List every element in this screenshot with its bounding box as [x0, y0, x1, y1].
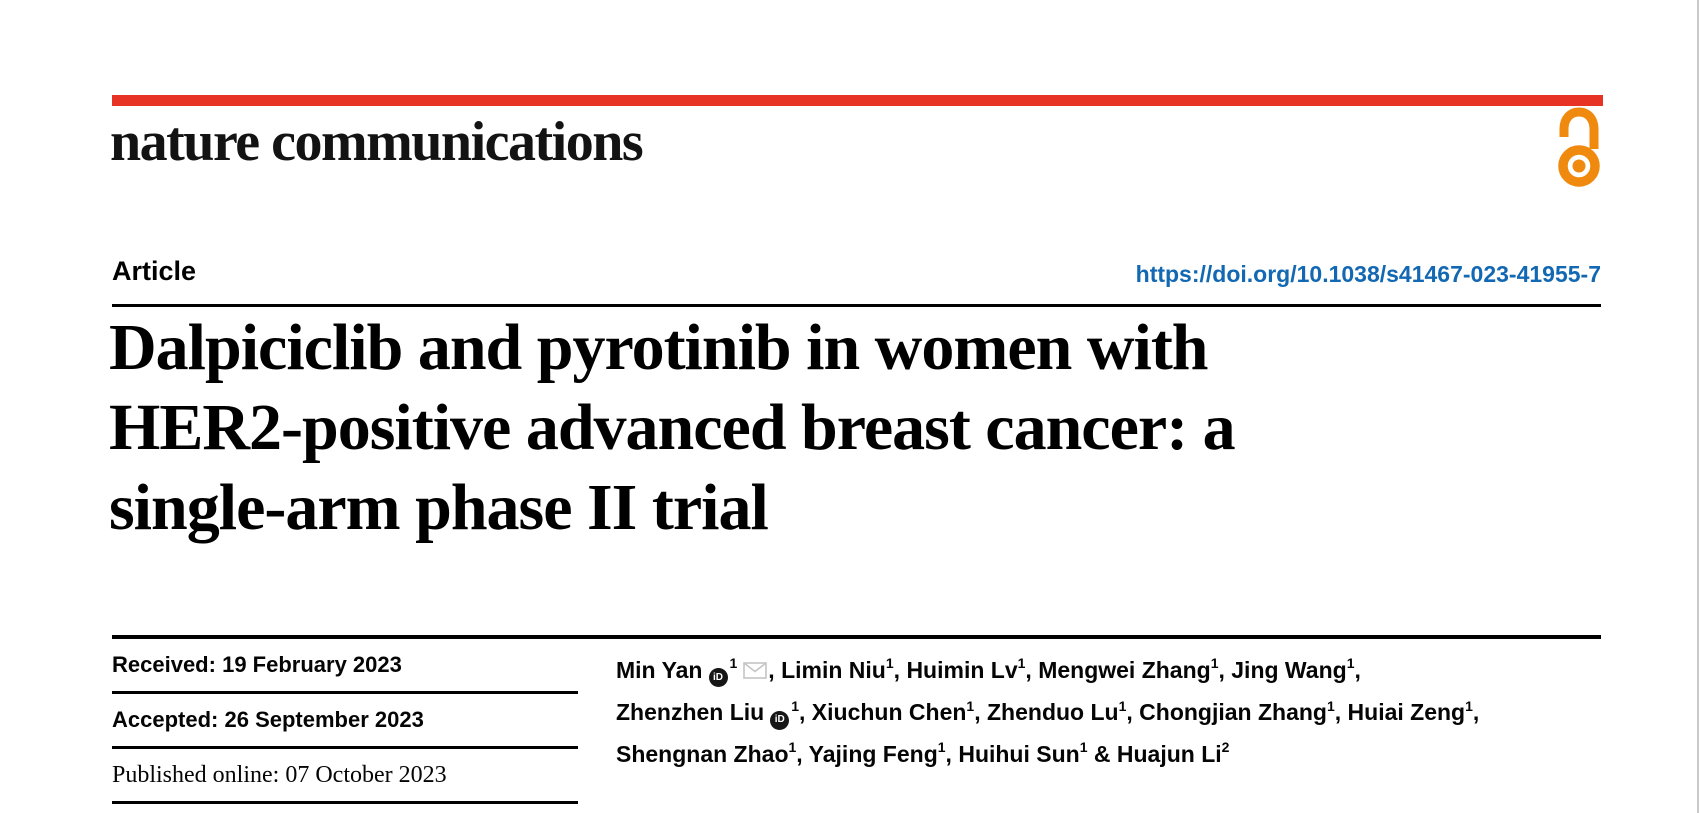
author-name: Zhenduo Lu — [987, 699, 1119, 726]
author-list: Min Yan iD1, Limin Niu1, Huimin Lv1, Meng… — [616, 646, 1636, 772]
author-name: Mengwei Zhang — [1038, 656, 1211, 683]
author-separator: , — [945, 740, 959, 767]
author-affiliation-sup: 1 — [1210, 655, 1219, 671]
author-separator: , — [974, 699, 987, 726]
author: Huihui Sun1 & — [958, 739, 1117, 767]
author-affiliation-sup: 1 — [885, 655, 894, 671]
published-date-row: Published online: 07 October 2023 — [112, 749, 578, 804]
author-name: Limin Niu — [781, 656, 886, 683]
author: Chongjian Zhang1, — [1139, 697, 1348, 726]
header-divider-rule — [112, 635, 1601, 639]
brand-red-bar — [112, 95, 1603, 106]
author-line-1: Min Yan iD1, Limin Niu1, Huimin Lv1, Meng… — [616, 646, 1636, 689]
author-name: Min Yan — [616, 656, 703, 683]
paper-title-line: single-arm phase II trial — [109, 471, 769, 544]
orcid-icon[interactable]: iD — [770, 710, 790, 730]
author-affiliation-sup: 1 — [966, 697, 975, 714]
author: Min Yan iD1, — [616, 655, 782, 688]
author-separator: , — [1334, 699, 1348, 726]
journal-logo: nature communications — [110, 111, 644, 173]
author-name: Chongjian Zhang — [1139, 699, 1327, 726]
author-name: Xiuchun Chen — [811, 699, 967, 726]
author-separator: , — [796, 740, 809, 767]
author-separator: , — [1126, 699, 1140, 726]
author-affiliation-sup: 1 — [1079, 739, 1088, 756]
author-separator: , — [893, 656, 907, 683]
paper-title: Dalpiciclib and pyrotinib in women with … — [109, 308, 1609, 548]
author-separator: , — [1354, 656, 1361, 683]
author: Zhenzhen Liu iD1, — [616, 697, 812, 730]
received-date-row: Received: 19 February 2023 — [112, 639, 578, 694]
author-affiliation-sup: 1 — [1346, 655, 1355, 671]
author-line-3: Shengnan Zhao1, Yajing Feng1, Huihui Sun… — [616, 730, 1636, 772]
author-name: Zhenzhen Liu — [616, 699, 765, 726]
article-divider-rule — [112, 304, 1601, 307]
author: Xiuchun Chen1, — [811, 697, 987, 726]
received-value: 19 February 2023 — [222, 652, 402, 677]
author-name: Huajun Li — [1116, 740, 1222, 767]
accepted-value: 26 September 2023 — [224, 707, 424, 732]
paper-title-line: HER2-positive advanced breast cancer: a — [109, 391, 1236, 464]
author: Mengwei Zhang1, — [1038, 655, 1232, 683]
author-separator: & — [1087, 740, 1117, 767]
author-name: Huihui Sun — [958, 740, 1080, 767]
author-affiliation-sup: 1 — [1017, 655, 1026, 671]
author: Limin Niu1, — [781, 655, 907, 683]
author-line-2: Zhenzhen Liu iD1, Xiuchun Chen1, Zhenduo … — [616, 689, 1636, 731]
author-affiliation-sup: 2 — [1221, 739, 1230, 756]
orcid-icon[interactable]: iD — [708, 668, 728, 688]
author-affiliation-sup: 1 — [788, 739, 797, 756]
published-value: 07 October 2023 — [285, 761, 447, 788]
doi-row: https://doi.org/10.1038/s41467-023-41955… — [112, 261, 1601, 288]
accepted-date-row: Accepted: 26 September 2023 — [112, 694, 578, 749]
author: Huiai Zeng1, — [1347, 697, 1480, 726]
author-separator: , — [799, 699, 812, 726]
published-label: Published online: — [112, 761, 280, 788]
author-separator: , — [1472, 699, 1480, 726]
author-name: Yajing Feng — [808, 740, 938, 767]
email-icon[interactable] — [743, 653, 768, 689]
author-separator: , — [768, 656, 782, 683]
dates-column: Received: 19 February 2023 Accepted: 26 … — [112, 639, 578, 804]
open-access-icon — [1554, 104, 1604, 193]
article-type-label: Article — [112, 256, 197, 286]
author: Yajing Feng1, — [808, 739, 959, 767]
author-separator: , — [1025, 656, 1039, 683]
doi-link[interactable]: https://doi.org/10.1038/s41467-023-41955… — [1135, 261, 1601, 287]
author: Shengnan Zhao1, — [616, 739, 809, 767]
received-label: Received: — [112, 652, 216, 677]
author: Huimin Lv1, — [906, 655, 1039, 683]
author-name: Huiai Zeng — [1347, 699, 1466, 726]
author-affiliation-sup: 1 — [1118, 697, 1127, 714]
accepted-label: Accepted: — [112, 707, 219, 732]
author-affiliation-sup: 1 — [1326, 697, 1335, 714]
author-name: Jing Wang — [1231, 656, 1347, 683]
author-affiliation-sup: 1 — [1465, 697, 1473, 714]
author-affiliation-sup: 1 — [729, 655, 738, 671]
author: Jing Wang1, — [1231, 655, 1361, 683]
author-affiliation-sup: 1 — [937, 739, 946, 756]
author: Huajun Li2 — [1116, 739, 1230, 767]
author-name: Huimin Lv — [906, 656, 1018, 683]
author-name: Shengnan Zhao — [616, 740, 789, 767]
author: Zhenduo Lu1, — [987, 697, 1140, 726]
author-separator: , — [1218, 656, 1232, 683]
author-affiliation-sup: 1 — [791, 697, 800, 714]
page-right-edge — [1697, 0, 1699, 813]
paper-title-line: Dalpiciclib and pyrotinib in women with — [109, 311, 1209, 384]
